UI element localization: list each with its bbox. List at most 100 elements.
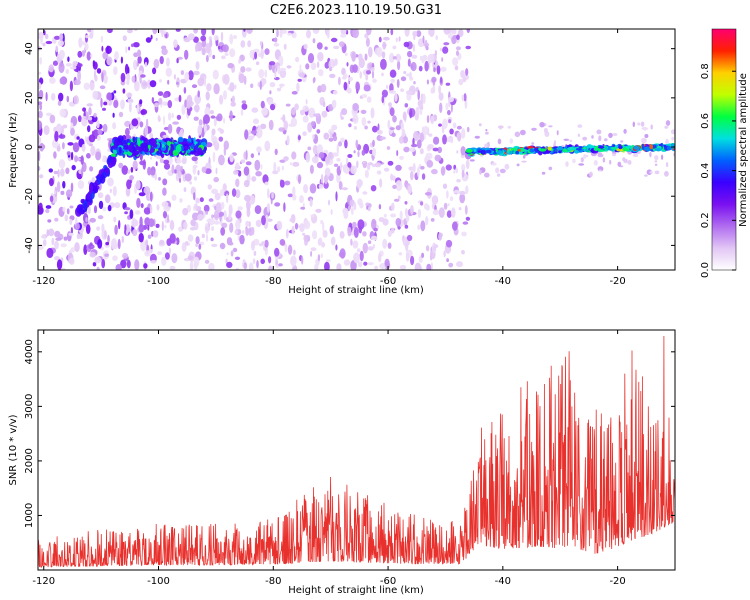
spectrogram-blob — [361, 149, 366, 156]
spectrogram-blob — [390, 227, 395, 234]
spectrogram-blob — [431, 242, 437, 254]
spectrogram-blob — [70, 247, 76, 253]
y-tick-label: 3000 — [24, 394, 35, 419]
spectrogram-blob — [45, 112, 53, 117]
spectrogram-blob — [219, 94, 224, 105]
spectrogram-blob — [449, 128, 454, 135]
spectrogram-blob — [205, 91, 210, 101]
spectrogram-blob — [47, 219, 52, 223]
spectrogram-blob — [232, 247, 238, 253]
spectrogram-blob — [151, 97, 155, 104]
spectrogram-blob — [456, 150, 459, 154]
spectrogram-blob — [637, 122, 641, 126]
spectrogram-blob — [229, 222, 234, 233]
spectrogram-blob — [553, 140, 557, 145]
spectrogram-blob — [382, 41, 387, 50]
spectrogram-blob — [392, 56, 397, 60]
spectrogram-blob — [367, 246, 374, 251]
spectrogram-blob — [114, 202, 121, 209]
spectrogram-blob — [260, 100, 265, 109]
x-tick-label: -20 — [609, 276, 625, 287]
spectrogram-blob — [421, 252, 425, 258]
spectrogram-blob — [241, 29, 247, 38]
spectrogram-blob — [213, 35, 219, 41]
spectrogram-blob — [414, 262, 422, 270]
spectrogram-blob — [463, 93, 467, 102]
spectrogram-blob — [140, 80, 148, 90]
spectrogram-blob — [340, 33, 347, 38]
spectrogram-blob — [312, 134, 315, 140]
spectrogram-blob — [105, 241, 110, 246]
spectrogram-blob — [57, 100, 62, 106]
spectrogram-blob — [143, 263, 148, 269]
spectrogram-blob — [585, 154, 589, 158]
spectrogram-blob — [144, 250, 151, 257]
spectrogram-blob — [88, 244, 95, 250]
spectrogram-blob — [420, 220, 426, 232]
spectrogram-blob — [120, 99, 125, 110]
spectrogram-blob — [59, 108, 66, 118]
spectrogram-blob — [407, 50, 413, 58]
spectrogram-blob — [238, 58, 242, 64]
spectrogram-blob — [240, 66, 246, 73]
spectrogram-blob — [304, 220, 311, 230]
spectrogram-blob — [162, 187, 167, 196]
spectrogram-blob — [100, 35, 104, 43]
spectrogram-blob — [65, 189, 73, 198]
spectrogram-blob — [46, 229, 50, 237]
spectrogram-blob — [88, 107, 92, 116]
spectrogram-blob — [38, 71, 42, 75]
spectrogram-blob — [79, 207, 83, 212]
spectrogram-blob — [171, 112, 174, 119]
spectrogram-blob — [240, 159, 246, 164]
spectrogram-blob — [77, 63, 83, 68]
spectrogram-blob — [224, 52, 229, 56]
x-tick-label: -120 — [32, 276, 55, 287]
spectrogram-blob — [268, 119, 274, 131]
spectrogram-blob — [197, 77, 205, 87]
spectrogram-blob — [149, 132, 154, 139]
spectrogram-blob — [633, 145, 640, 150]
spectrogram-blob — [122, 88, 126, 94]
spectrogram-blob — [462, 76, 467, 83]
spectrogram-blob — [112, 122, 116, 130]
spectrogram-blob — [440, 166, 446, 176]
spectrogram-blob — [442, 46, 449, 54]
spectrogram-blob — [649, 144, 653, 150]
spectrogram-blob — [234, 84, 237, 90]
spectrogram-blob — [86, 51, 92, 61]
spectrogram-blob — [664, 171, 669, 177]
spectrogram-blob — [39, 174, 44, 179]
spectrogram-blob — [162, 93, 169, 99]
spectrogram-blob — [622, 157, 626, 162]
spectrogram-blob — [390, 173, 394, 181]
spectrogram-blob — [654, 155, 659, 161]
spectrogram-blob — [70, 182, 74, 193]
spectrogram-blob — [295, 56, 300, 63]
spectrogram-blob — [147, 79, 151, 89]
spectrogram-blob — [335, 244, 338, 251]
spectrogram-blob — [171, 194, 177, 201]
spectrogram-blob — [496, 150, 504, 155]
spectrogram-blob — [89, 217, 96, 223]
spectrogram-blob — [218, 136, 224, 142]
spectrogram-blob — [303, 184, 309, 194]
y-tick-label: 20 — [24, 91, 35, 104]
spectrogram-blob — [96, 226, 101, 231]
spectrogram-blob — [577, 124, 583, 128]
spectrogram-blob — [234, 230, 238, 235]
spectrogram-blob — [274, 247, 280, 257]
spectrogram-blob — [66, 151, 71, 156]
spectrogram-blob — [531, 127, 537, 131]
spectrogram-blob — [461, 231, 467, 237]
spectrogram-blob — [190, 144, 195, 150]
spectrogram-blob — [491, 162, 497, 166]
spectrogram-blob — [226, 252, 229, 256]
spectrogram-blob — [77, 115, 82, 123]
spectrogram-blob — [442, 183, 448, 189]
spectrogram-blob — [378, 36, 382, 43]
spectrogram-blob — [339, 161, 343, 171]
spectrogram-blob — [338, 181, 343, 190]
spectrogram-blob — [66, 95, 70, 103]
spectrogram-blob — [327, 199, 331, 206]
